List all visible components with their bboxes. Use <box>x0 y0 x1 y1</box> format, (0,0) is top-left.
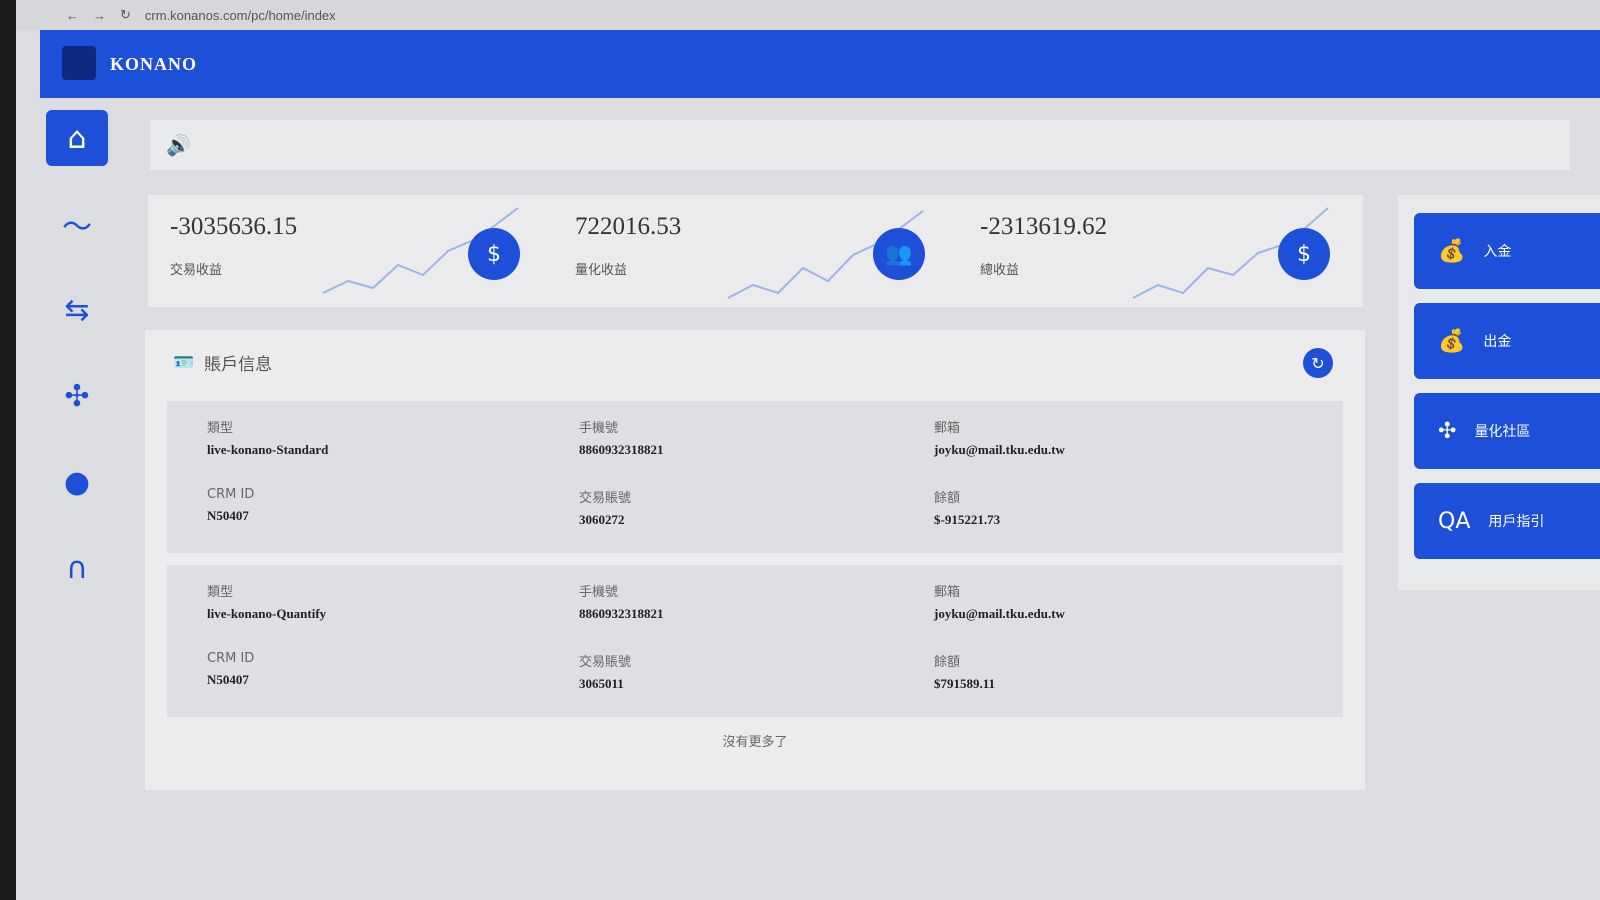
qa-icon: QA <box>1438 508 1471 534</box>
brand-name: KONANO <box>110 53 197 74</box>
sidebar-item-exchange[interactable]: ⇆ <box>46 282 108 338</box>
money-bag-icon: 💰 <box>1438 238 1466 264</box>
quick-actions: 💰 入金 💰 出金 ✣ 量化社區 QA 用戶指引 <box>1398 195 1600 590</box>
panel-title: 賬戶信息 <box>204 355 273 375</box>
action-label: 入金 <box>1483 244 1512 260</box>
balance: $791589.11 <box>934 676 996 691</box>
action-label: 用戶指引 <box>1488 514 1545 530</box>
sidebar-item-home[interactable]: ⌂ <box>46 110 108 166</box>
url-field[interactable]: crm.konanos.com/pc/home/index <box>144 7 336 23</box>
crm-id: N50407 <box>207 508 249 523</box>
stats-row: -3035636.15 交易收益 $ 722016.53 量化收益 👥 -231… <box>148 195 1363 307</box>
field-label: 類型 <box>207 421 234 436</box>
balance: $-915221.73 <box>934 512 1001 527</box>
app-header: KONANO <box>40 30 1600 98</box>
stat-label: 交易收益 <box>170 263 223 278</box>
notice-bar: 🔊 <box>150 120 1570 170</box>
refresh-icon: ↻ <box>1311 353 1325 373</box>
stat-trading-income: -3035636.15 交易收益 $ <box>148 195 553 307</box>
speaker-icon[interactable]: 🔊 <box>166 133 191 157</box>
back-icon[interactable]: ← <box>66 7 79 23</box>
field-label: 交易賬號 <box>579 491 632 506</box>
field-label: CRM ID <box>207 651 255 666</box>
quant-community-button[interactable]: ✣ 量化社區 <box>1414 393 1600 469</box>
sidebar-item-chart[interactable]: 〜 <box>46 196 108 252</box>
money-hand-icon: $ <box>468 228 520 280</box>
screen-bezel <box>0 0 16 900</box>
field-label: 郵箱 <box>934 585 961 600</box>
field-label: 類型 <box>207 585 234 600</box>
crm-id: N50407 <box>207 672 249 687</box>
trading-account: 3060272 <box>579 512 625 527</box>
phone: 8860932318821 <box>579 442 664 457</box>
field-label: 餘額 <box>934 655 961 670</box>
sparkline <box>727 210 924 299</box>
stat-label: 量化收益 <box>575 263 628 278</box>
money-bag-icon: 💰 <box>1438 328 1466 354</box>
sparkline <box>1132 207 1329 299</box>
network-icon: ✣ <box>1438 418 1457 444</box>
account-card[interactable]: 類型 live-konano-Standard 手機號 8860932318821 … <box>167 401 1343 553</box>
headset-icon: ∩ <box>66 550 88 586</box>
sidebar-item-user[interactable]: ● <box>46 454 108 510</box>
network-icon: ✣ <box>64 378 90 414</box>
no-more-text: 沒有更多了 <box>722 735 788 750</box>
stat-quant-income: 722016.53 量化收益 👥 <box>553 195 958 307</box>
sidebar: ⌂ 〜 ⇆ ✣ ● ∩ <box>40 110 120 626</box>
sidebar-item-network[interactable]: ✣ <box>46 368 108 424</box>
sidebar-item-support[interactable]: ∩ <box>46 540 108 596</box>
home-icon: ⌂ <box>67 120 87 156</box>
chart-icon: 〜 <box>62 210 92 245</box>
email: joyku@mail.tku.edu.tw <box>934 442 1065 457</box>
user-guide-button[interactable]: QA 用戶指引 <box>1414 483 1600 559</box>
field-label: CRM ID <box>207 487 255 502</box>
deposit-button[interactable]: 💰 入金 <box>1414 213 1600 289</box>
phone: 8860932318821 <box>579 606 664 621</box>
withdraw-button[interactable]: 💰 出金 <box>1414 303 1600 379</box>
account-card[interactable]: 類型 live-konano-Quantify 手機號 8860932318821 … <box>167 565 1343 717</box>
field-label: 餘額 <box>934 491 961 506</box>
stat-label: 總收益 <box>980 263 1020 278</box>
stat-value: 722016.53 <box>575 213 682 240</box>
forward-icon[interactable]: → <box>93 7 106 23</box>
sparkline <box>322 207 519 294</box>
field-label: 手機號 <box>579 421 619 436</box>
account-info-panel: 🪪 賬戶信息 ↻ 類型 live-konano-Standard 手機號 886093… <box>145 330 1365 790</box>
trading-account: 3065011 <box>579 676 624 691</box>
email: joyku@mail.tku.edu.tw <box>934 606 1065 621</box>
stat-value: -2313619.62 <box>980 213 1108 240</box>
refresh-button[interactable]: ↻ <box>1303 348 1333 378</box>
stat-value: -3035636.15 <box>170 213 298 240</box>
action-label: 量化社區 <box>1474 424 1531 440</box>
exchange-icon: ⇆ <box>64 292 90 328</box>
user-coins-icon: 👥 <box>873 228 925 280</box>
logo <box>62 46 96 80</box>
id-card-icon: 🪪 <box>173 352 195 373</box>
field-label: 手機號 <box>579 585 619 600</box>
account-type: live-konano-Standard <box>207 442 329 457</box>
coins-icon: $ <box>1278 228 1330 280</box>
action-label: 出金 <box>1483 334 1512 350</box>
field-label: 交易賬號 <box>579 655 632 670</box>
reload-icon[interactable]: ↻ <box>120 7 131 22</box>
account-type: live-konano-Quantify <box>207 606 327 621</box>
browser-bar: ← → ↻ crm.konanos.com/pc/home/index <box>16 0 1600 30</box>
stat-total-income: -2313619.62 總收益 $ <box>958 195 1363 307</box>
user-icon: ● <box>63 464 91 500</box>
field-label: 郵箱 <box>934 421 961 436</box>
